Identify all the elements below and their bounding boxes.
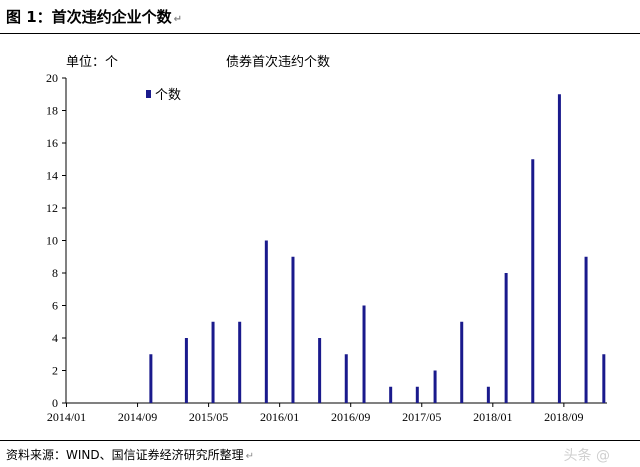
top-rule (0, 33, 640, 34)
bar-2018/05 (531, 159, 535, 403)
y-tick-label: 10 (46, 234, 58, 248)
x-tick-label: 2014/01 (47, 410, 86, 424)
bar-2016/10 (362, 305, 366, 403)
y-tick-label: 20 (46, 71, 58, 85)
axes: 0 2 4 6 8 10 12 14 16 18 20 2014/01 2014/09 2015/05 20… (46, 71, 607, 424)
y-tick-label: 2 (52, 364, 58, 378)
chart-title: 债券首次违约个数 (226, 54, 330, 70)
bar-2018/02 (504, 273, 508, 403)
bar-2015/05 (211, 321, 215, 403)
x-tick-label: 2015/05 (189, 410, 228, 424)
bar-2017/12 (486, 386, 490, 403)
x-tick-label: 2016/09 (331, 410, 370, 424)
bar-2014/10 (149, 354, 153, 403)
y-tick-label: 18 (46, 104, 58, 118)
bottom-rule (0, 440, 640, 441)
bar-2016/05 (318, 338, 322, 403)
x-tick-label: 2014/09 (118, 410, 157, 424)
bar-2017/06 (433, 370, 437, 403)
bar-chart: 单位：个 债券首次违约个数 0 2 4 6 8 10 12 14 16 18 20 2014/01 20… (46, 54, 607, 424)
bar-2016/08 (344, 354, 348, 403)
bars (149, 94, 606, 403)
bar-2018/11 (584, 256, 588, 403)
x-tick-label: 2016/01 (260, 410, 299, 424)
y-tick-label: 12 (46, 201, 58, 215)
y-tick-label: 8 (52, 266, 58, 280)
legend-swatch (146, 90, 151, 98)
y-tick-label: 0 (52, 396, 58, 410)
y-tick-label: 14 (46, 169, 58, 183)
bar-2017/01 (389, 386, 393, 403)
legend-label: 个数 (155, 88, 181, 103)
y-tick-label: 16 (46, 136, 58, 150)
figure-title: 图 1：首次违约企业个数 ↵ (6, 8, 183, 26)
x-tick-label: 2018/09 (544, 410, 583, 424)
bar-2015/02 (184, 338, 188, 403)
x-tick-label: 2018/01 (473, 410, 512, 424)
bar-2015/11 (264, 240, 268, 403)
source-note: 资料来源：WIND、国信证券经济研究所整理 ↵ (6, 448, 255, 462)
legend: 个数 (146, 88, 181, 103)
bar-2018/08 (557, 94, 561, 403)
bar-2017/04 (415, 386, 419, 403)
x-tick-label: 2017/05 (402, 410, 441, 424)
y-tick-label: 4 (52, 331, 58, 345)
bar-2019/01 (602, 354, 606, 403)
bar-2016/02 (291, 256, 295, 403)
unit-label: 单位：个 (66, 55, 118, 70)
bar-2017/09 (460, 321, 464, 403)
bar-2015/08 (238, 321, 242, 403)
y-tick-label: 6 (52, 299, 58, 313)
watermark: 头条 @ (563, 448, 610, 464)
